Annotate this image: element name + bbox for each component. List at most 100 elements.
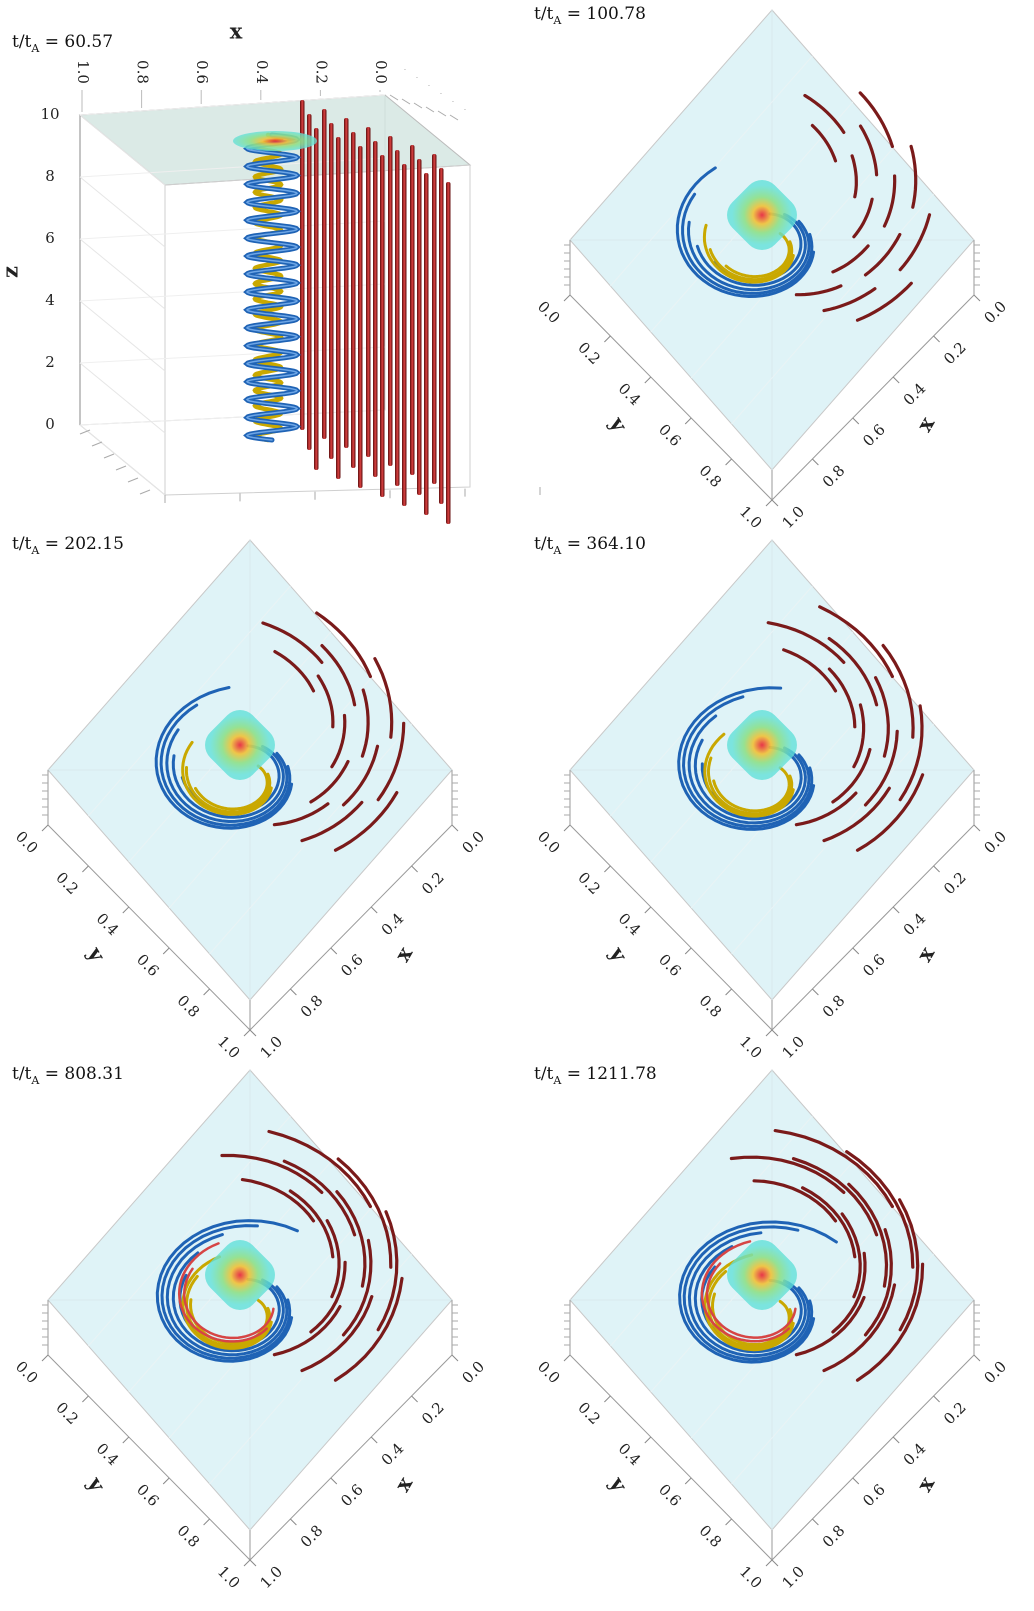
- y-tick-label: 1.0: [736, 1032, 766, 1062]
- x-tick-label: 1.0: [778, 1032, 808, 1062]
- x-tick: [771, 499, 779, 507]
- field-line-red: [322, 109, 327, 439]
- flux-rope-top-plot: 0.0 0.0 0.2 0.2 0.4 0.4 0.6 0.6 0.8 0.8 1.0 1.0 y x: [12, 1069, 488, 1592]
- y-tick: [401, 98, 411, 105]
- x-tick: [249, 1029, 257, 1037]
- field-line-yellow: [184, 766, 272, 814]
- x-tick-label: 1.0: [778, 1562, 808, 1592]
- x-tick-label: 0.8: [819, 991, 849, 1021]
- time-prefix: t/t: [534, 4, 554, 24]
- y-tick-dot: ·: [464, 106, 466, 114]
- field-line-red: [240, 1178, 316, 1223]
- field-line-red: [300, 100, 305, 430]
- field-line-red: [782, 648, 838, 693]
- field-line-red: [855, 773, 925, 852]
- x-tick-label: 0.0: [980, 1357, 1010, 1387]
- field-line-blue: [171, 1251, 285, 1353]
- y-tick-label: 0.0: [534, 297, 564, 327]
- y-tick: [79, 429, 91, 435]
- y-tick-label: 0.6: [655, 420, 685, 450]
- field-line-red: [855, 281, 913, 322]
- time-label: t/tA = 100.78: [534, 4, 646, 27]
- field-line-blue: [677, 686, 816, 831]
- field-line-red: [380, 155, 385, 497]
- x-tick-label: 0.8: [134, 60, 152, 84]
- field-line-red: [850, 154, 858, 199]
- x-tick: [852, 947, 860, 955]
- x-tick: [812, 1518, 819, 1526]
- field-line-red: [858, 124, 879, 177]
- x-tick-label: 0.4: [900, 1439, 930, 1469]
- field-line-yellow: [188, 1298, 269, 1345]
- field-line-yellow: [181, 740, 273, 816]
- field-line-red: [446, 182, 451, 524]
- x-tick-label: 1.0: [778, 502, 808, 532]
- field-line-red: [766, 621, 846, 664]
- y-tick-dot: ·: [452, 98, 454, 106]
- y-tick: [684, 947, 692, 955]
- x-tick-label: 0.6: [859, 950, 889, 980]
- field-line-red: [822, 1283, 897, 1373]
- field-line-blue: [686, 219, 811, 292]
- x-tick-label: 0.2: [940, 868, 970, 898]
- box-edge: [569, 294, 773, 501]
- x-tick-label: 0.6: [859, 1480, 889, 1510]
- box-edge: [569, 1354, 773, 1561]
- z-gridline: [79, 300, 166, 372]
- y-tick-label: 0.0: [534, 1357, 564, 1387]
- z-gridline: [79, 176, 166, 248]
- current-density-blob: [727, 1240, 797, 1310]
- field-line-red: [316, 674, 335, 729]
- y-tick: [644, 376, 652, 384]
- x-tick: [933, 865, 940, 873]
- y-tick: [725, 458, 732, 466]
- field-line-red: [773, 1129, 894, 1209]
- box-edge: [249, 824, 453, 1031]
- time-prefix: t/t: [12, 32, 32, 52]
- y-tick: [684, 417, 692, 425]
- field-line-red: [898, 1198, 920, 1332]
- time-prefix: t/t: [12, 534, 32, 554]
- field-line-red: [827, 637, 879, 707]
- field-line-red: [336, 137, 341, 479]
- time-value: = 100.78: [566, 4, 646, 24]
- field-line-red: [810, 123, 838, 163]
- field-line-red: [300, 1295, 374, 1373]
- time-subscript: A: [31, 1074, 40, 1087]
- field-line-red: [272, 802, 330, 827]
- field-line-red: [395, 150, 400, 486]
- x-tick: [411, 1395, 418, 1403]
- field-line-red: [863, 1228, 893, 1337]
- field-line-red: [376, 721, 406, 802]
- field-line-red: [801, 1186, 857, 1259]
- y-tick: [82, 1395, 89, 1403]
- field-line-red: [858, 91, 894, 149]
- field-line-red: [288, 1189, 335, 1259]
- y-tick: [563, 1354, 571, 1362]
- y-tick-label: 0.4: [615, 1439, 645, 1469]
- y-tick-label: 0.2: [574, 338, 604, 368]
- field-line-blue: [154, 686, 294, 830]
- y-tick: [765, 1029, 773, 1037]
- panel-top-view-3: t/tA = 364.10 0.0 0.0 0.2 0.2 0.4 0.4 0.6 0.6 0.…: [522, 530, 1034, 1062]
- x-tick-label: 0.0: [458, 827, 488, 857]
- y-axis-name: y: [604, 412, 633, 437]
- field-line-red: [831, 1251, 867, 1334]
- x-axis-name: x: [911, 412, 939, 436]
- x-axis-name: x: [230, 19, 243, 44]
- x-tick: [933, 335, 940, 343]
- field-line-red: [417, 159, 422, 495]
- field-line-red: [315, 611, 372, 679]
- x-tick: [973, 1354, 981, 1362]
- z-gridline: [79, 409, 386, 426]
- x-tick-label: 0.2: [418, 1398, 448, 1428]
- y-tick: [115, 465, 127, 471]
- field-line-red: [909, 144, 918, 209]
- field-line-red: [729, 1155, 846, 1194]
- field-line-red: [341, 1238, 373, 1337]
- y-tick-label: 0.2: [52, 868, 82, 898]
- field-line-blue: [675, 166, 816, 299]
- field-line-red: [272, 1305, 342, 1357]
- field-line-red: [852, 703, 866, 769]
- field-line-red: [388, 136, 393, 466]
